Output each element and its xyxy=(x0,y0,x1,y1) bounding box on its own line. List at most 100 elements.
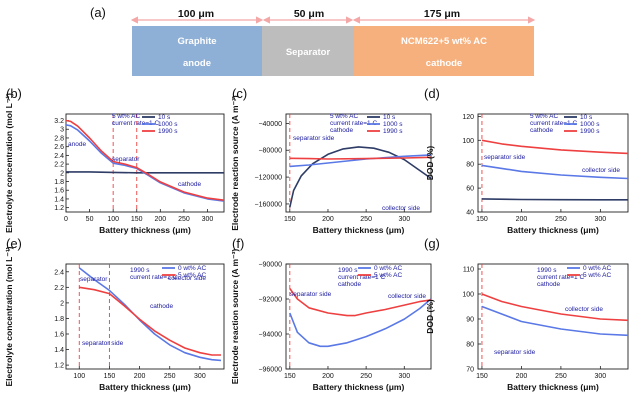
legend-title-line: 1990 s xyxy=(537,267,557,274)
y-tick-label: 1.8 xyxy=(54,316,64,323)
series-line-2 xyxy=(481,293,629,322)
x-tick-label: 100 xyxy=(107,216,119,223)
y-tick-label: 110 xyxy=(463,267,474,274)
x-tick-label: 300 xyxy=(595,373,607,380)
annotation-label: separator xyxy=(80,276,108,283)
anode-label-2: anode xyxy=(183,58,211,69)
panel-letter: (e) xyxy=(6,236,22,251)
plot-frame xyxy=(285,113,432,213)
x-tick-label: 200 xyxy=(322,373,334,380)
legend-title-line: current rate=1 C xyxy=(330,120,377,127)
y-tick-label: 1.4 xyxy=(54,196,64,203)
panel-letter: (g) xyxy=(424,236,440,251)
legend-label-2: 1000 s xyxy=(383,121,403,128)
x-axis-title: Battery thickness (μm) xyxy=(313,225,405,235)
chart-panel-5: (f) 150 200 250 300 −96000 −94000 −92000 −90000 B… xyxy=(230,236,432,392)
anode-label-1: Graphite xyxy=(177,36,216,47)
y-tick-label: 1.4 xyxy=(54,347,64,354)
panel-letter: (b) xyxy=(6,86,22,101)
y-tick-label: 1.6 xyxy=(54,188,64,195)
series-line-1 xyxy=(66,171,224,174)
y-tick-label: 80 xyxy=(466,162,474,169)
series-line-1 xyxy=(78,267,222,362)
legend-title-line: 1990 s xyxy=(130,267,150,274)
dim-label-cathode: 175 μm xyxy=(424,8,460,20)
x-tick-label: 250 xyxy=(360,373,372,380)
y-tick-label: 1.2 xyxy=(54,363,64,370)
y-tick-label: 2.2 xyxy=(54,162,64,169)
y-tick-label: −80000 xyxy=(258,148,282,155)
legend-label-2: 5 wt% AC xyxy=(374,272,402,279)
annotation-label: collector side xyxy=(168,275,206,282)
legend-title-line: cathode xyxy=(537,281,561,288)
legend-title-line: current rate=1 C xyxy=(112,120,159,127)
y-tick-label: 80 xyxy=(466,342,474,349)
legend-label-1: 10 s xyxy=(158,114,171,121)
y-tick-label: 2.6 xyxy=(54,144,64,151)
annotation-label: cathode xyxy=(178,181,202,188)
x-axis-title: Battery thickness (μm) xyxy=(99,382,191,392)
panel-a-letter: (a) xyxy=(90,5,106,20)
annotation-label: collector side xyxy=(565,306,603,313)
legend-title-line: current rate=1 C xyxy=(338,274,385,281)
annotation-label: cathode xyxy=(150,303,174,310)
series-line-1 xyxy=(481,198,628,201)
y-tick-label: −94000 xyxy=(258,332,282,339)
panel-letter: (f) xyxy=(232,236,244,251)
y-tick-label: 60 xyxy=(466,186,474,193)
x-tick-label: 150 xyxy=(476,373,488,380)
legend-title-line: cathode xyxy=(338,281,362,288)
legend-title-line: current rate=1 C xyxy=(530,120,577,127)
y-tick-label: 2 xyxy=(60,170,64,177)
x-axis-title: Battery thickness (μm) xyxy=(313,382,405,392)
x-tick-label: 300 xyxy=(398,373,410,380)
panel-letter: (d) xyxy=(424,86,440,101)
plot-frame xyxy=(65,263,225,370)
legend-label-1: 0 wt% AC xyxy=(374,265,402,272)
legend-label-2: 1000 s xyxy=(580,121,600,128)
annotation-label: collector side xyxy=(388,293,426,300)
y-tick-label: −90000 xyxy=(258,262,282,269)
y-axis-title: DOD (%) xyxy=(425,299,435,334)
annotation-label: separator side xyxy=(484,154,526,161)
x-axis-title: Battery thickness (μm) xyxy=(507,225,599,235)
chart-panel-6: (g) 150 200 250 300 70 80 90 100 110 Battery thick… xyxy=(424,236,629,392)
y-tick-label: 2 xyxy=(60,300,64,307)
separator-label: Separator xyxy=(286,47,331,58)
legend-label-3: 1990 s xyxy=(383,128,403,135)
x-tick-label: 200 xyxy=(134,373,146,380)
y-tick-label: 2.2 xyxy=(54,285,64,292)
x-tick-label: 150 xyxy=(476,216,488,223)
x-tick-label: 250 xyxy=(164,373,176,380)
y-tick-label: 3 xyxy=(60,127,64,134)
x-tick-label: 50 xyxy=(86,216,94,223)
x-axis-title: Battery thickness (μm) xyxy=(99,225,191,235)
series-line-2 xyxy=(481,164,629,180)
y-tick-label: 70 xyxy=(466,367,474,374)
annotation-label: separator side xyxy=(290,291,332,298)
separator-block xyxy=(262,26,354,76)
y-axis-title: Electrolyte concentration (mol L⁻¹) xyxy=(4,246,14,386)
legend-label-1: 0 wt% AC xyxy=(583,265,611,272)
x-tick-label: 200 xyxy=(516,216,528,223)
charts-layer: (b)0 50 100 150 200 250 3001.21.41.61.822.22.4… xyxy=(4,86,629,392)
legend-label-3: 1990 s xyxy=(580,128,600,135)
y-tick-label: 1.6 xyxy=(54,332,64,339)
x-tick-label: 300 xyxy=(202,216,214,223)
series-line-3 xyxy=(481,139,629,155)
legend-title-line: cathode xyxy=(530,127,554,134)
x-tick-label: 150 xyxy=(284,216,296,223)
x-tick-label: 250 xyxy=(360,216,372,223)
series-line-1 xyxy=(481,305,629,337)
annotation-label: separator xyxy=(112,156,140,163)
y-tick-label: −96000 xyxy=(258,367,282,374)
series-line-1 xyxy=(289,146,432,208)
x-tick-label: 200 xyxy=(154,216,166,223)
y-tick-label: −120000 xyxy=(255,175,283,182)
legend-label-1: 10 s xyxy=(580,114,593,121)
x-tick-label: 250 xyxy=(555,373,567,380)
y-tick-label: 2.4 xyxy=(54,153,64,160)
x-tick-label: 100 xyxy=(73,373,85,380)
x-tick-label: 300 xyxy=(194,373,206,380)
